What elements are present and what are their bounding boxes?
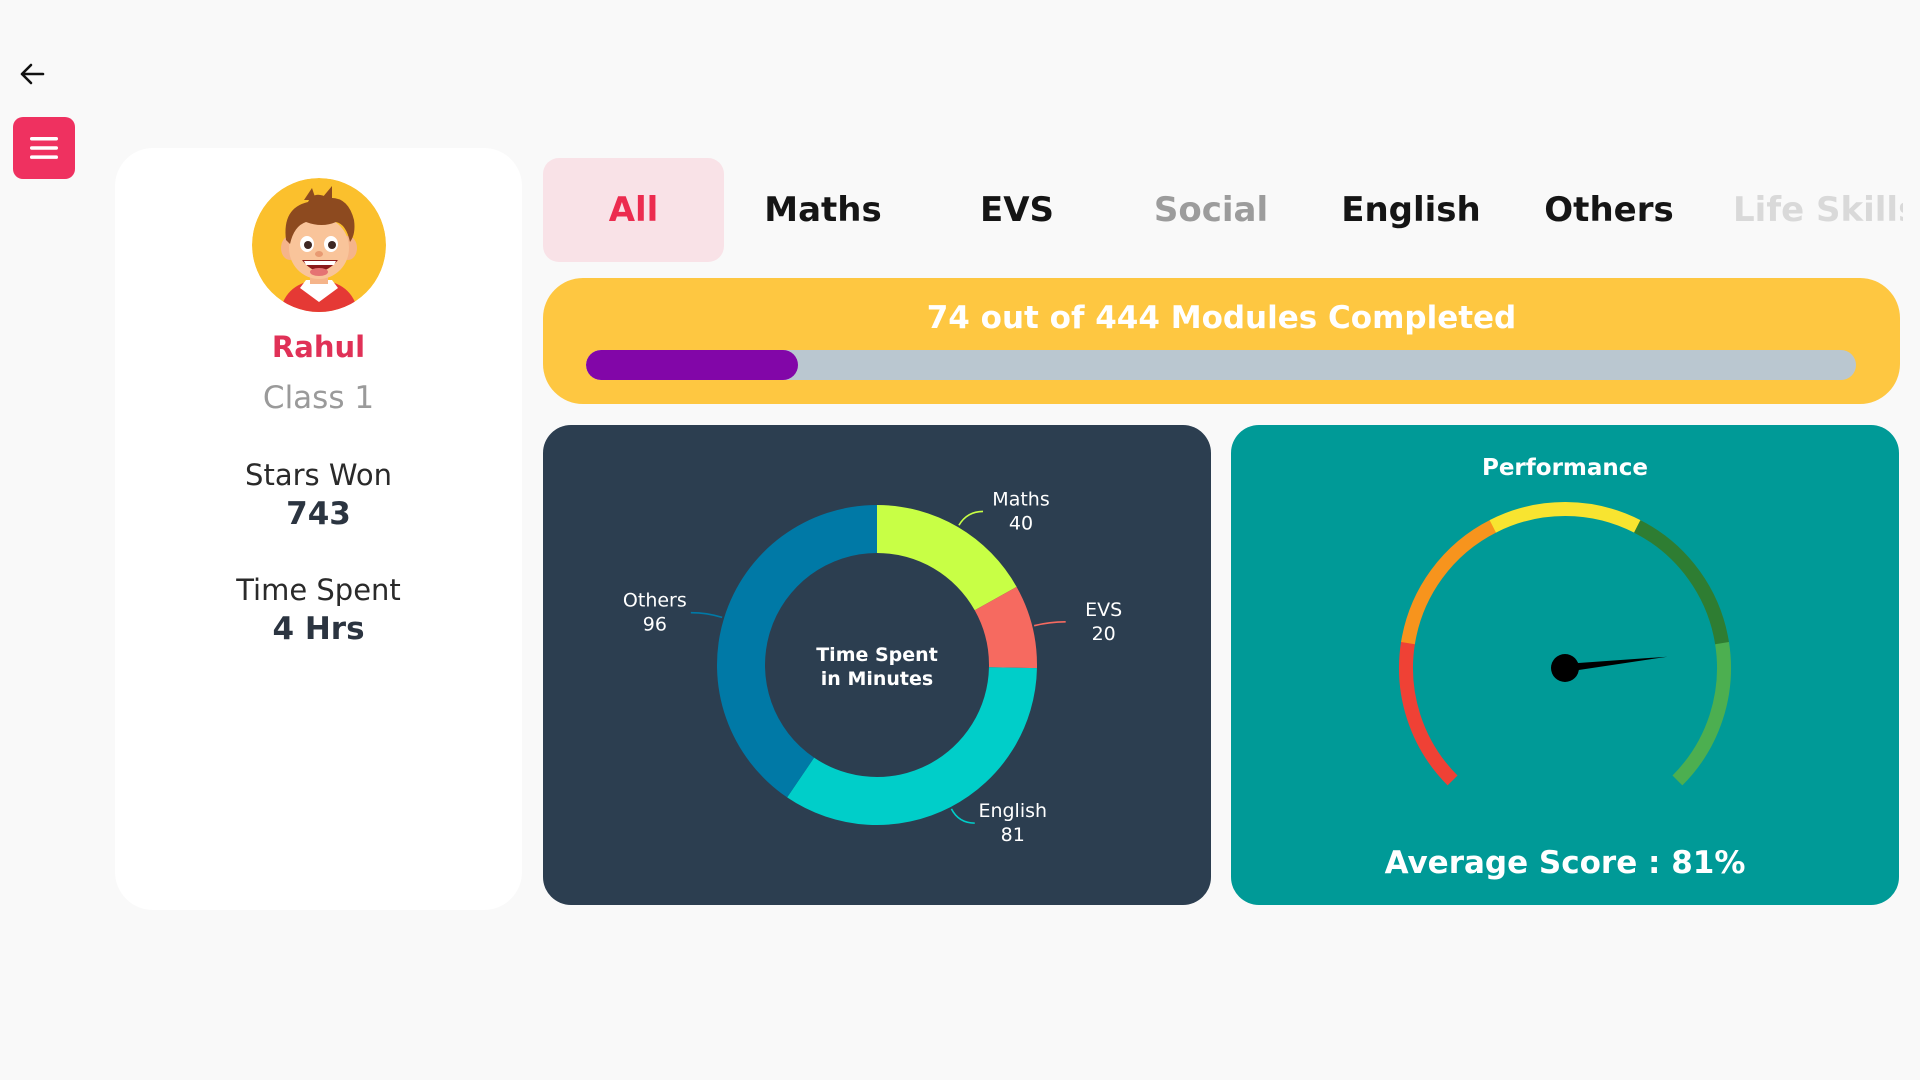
profile-card: Rahul Class 1 Stars Won 743 Time Spent 4… bbox=[115, 148, 522, 910]
time-spent-chart-card: Maths 40 EVS 20 English 81 Others 96 Time Spent i… bbox=[543, 425, 1211, 905]
donut-label-evs: EVS bbox=[1085, 599, 1122, 621]
performance-gauge bbox=[1399, 502, 1731, 786]
average-score: Average Score : 81% bbox=[1384, 845, 1746, 881]
tab-english[interactable]: English bbox=[1341, 190, 1481, 230]
stars-won-value: 743 bbox=[286, 496, 351, 532]
performance-title: Performance bbox=[1481, 455, 1649, 481]
donut-slice-english bbox=[787, 667, 1037, 825]
modules-progress-track bbox=[586, 350, 1856, 380]
menu-button[interactable] bbox=[13, 117, 75, 179]
tab-life-skills[interactable]: Life Skills bbox=[1733, 190, 1903, 230]
donut-leader-english bbox=[950, 808, 975, 824]
stars-won-label: Stars Won bbox=[245, 458, 392, 492]
student-class: Class 1 bbox=[262, 380, 375, 416]
donut-leader-others bbox=[690, 611, 723, 619]
gauge-needle bbox=[1564, 656, 1668, 672]
hamburger-menu-icon bbox=[30, 137, 58, 159]
donut-value-english: 81 bbox=[1001, 824, 1025, 846]
gauge-segment-5 bbox=[1672, 642, 1731, 786]
time-spent-label: Time Spent bbox=[236, 573, 401, 607]
donut-value-maths: 40 bbox=[1009, 512, 1033, 534]
donut-label-english: English bbox=[978, 800, 1047, 822]
donut-slice-maths bbox=[877, 505, 1017, 611]
tab-social[interactable]: Social bbox=[1153, 190, 1269, 230]
modules-progress-card: 74 out of 444 Modules Completed bbox=[543, 278, 1900, 404]
time-spent-value: 4 Hrs bbox=[272, 611, 365, 647]
gauge-segment-3 bbox=[1489, 502, 1642, 534]
student-name: Rahul bbox=[271, 330, 366, 364]
donut-slice-others bbox=[717, 505, 877, 798]
donut-slice-evs bbox=[974, 586, 1037, 669]
modules-progress-fill bbox=[586, 350, 798, 380]
tab-others[interactable]: Others bbox=[1544, 190, 1674, 230]
gauge-segment-1 bbox=[1399, 640, 1458, 786]
tab-maths[interactable]: Maths bbox=[764, 190, 882, 230]
modules-progress-title: 74 out of 444 Modules Completed bbox=[926, 300, 1517, 336]
tab-evs[interactable]: EVS bbox=[979, 190, 1055, 230]
performance-card: Performance Average Score : 81% bbox=[1231, 425, 1899, 905]
boy-avatar-icon bbox=[252, 178, 386, 312]
donut-label-maths: Maths bbox=[992, 488, 1049, 510]
donut-value-evs: 20 bbox=[1092, 623, 1116, 645]
donut-value-others: 96 bbox=[643, 614, 667, 636]
donut-center-label-line1: Time Spent bbox=[816, 644, 938, 666]
subject-tabs: All Maths EVS Social English Others Life… bbox=[543, 158, 1903, 262]
donut-label-others: Others bbox=[623, 590, 687, 612]
gauge-segment-2 bbox=[1401, 519, 1498, 645]
arrow-left-icon bbox=[20, 63, 45, 85]
donut-leader-evs bbox=[1033, 620, 1066, 627]
gauge-needle-hub bbox=[1551, 654, 1579, 682]
donut-leader-maths bbox=[958, 510, 984, 526]
gauge-segment-4 bbox=[1633, 520, 1730, 646]
tab-all[interactable]: All bbox=[543, 158, 724, 262]
donut-center-label-line2: in Minutes bbox=[821, 668, 933, 690]
back-button[interactable] bbox=[14, 56, 50, 92]
